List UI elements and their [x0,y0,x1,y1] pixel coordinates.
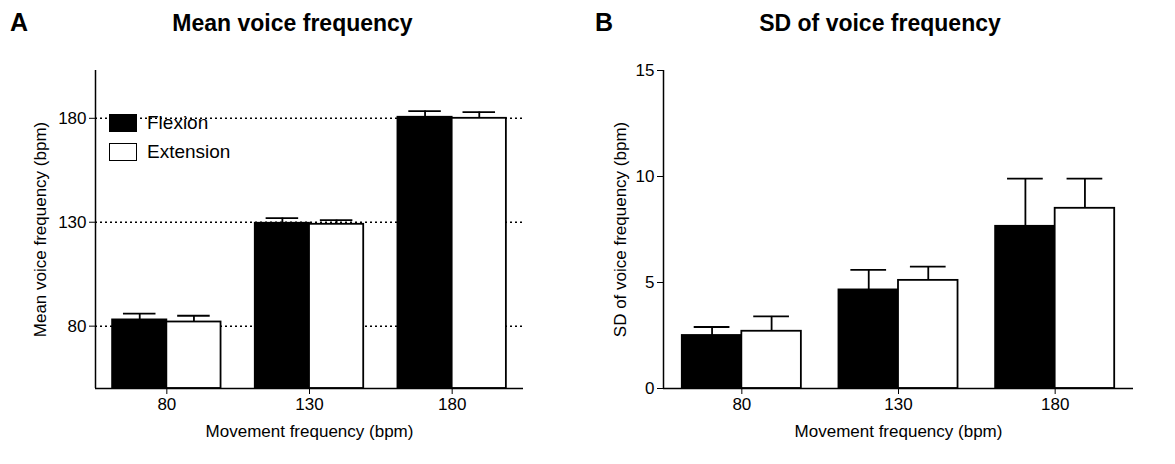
svg-text:Movement frequency (bpm): Movement frequency (bpm) [795,422,1003,441]
svg-text:SD of voice frequency (bpm): SD of voice frequency (bpm) [611,122,630,337]
svg-text:Movement frequency (bpm): Movement frequency (bpm) [206,422,414,441]
svg-text:5: 5 [645,273,654,292]
html-text:SD of voice frequency: SD of voice frequency [759,10,1001,36]
html-text:Flexion: Flexion [147,112,209,133]
html-text:B: B [595,8,614,36]
svg-text:180: 180 [58,109,86,128]
svg-text:15: 15 [636,61,655,80]
svg-text:80: 80 [68,317,87,336]
svg-text:130: 130 [884,395,912,414]
svg-text:0: 0 [645,379,654,398]
html-text:Extension: Extension [147,141,231,162]
svg-text:180: 180 [438,395,466,414]
svg-text:10: 10 [636,167,655,186]
svg-text:Mean voice frequency (bpm): Mean voice frequency (bpm) [31,122,50,337]
svg-text:80: 80 [157,395,176,414]
svg-text:130: 130 [58,213,86,232]
svg-text:180: 180 [1041,395,1069,414]
svg-text:80: 80 [732,395,751,414]
html-text:Mean voice frequency: Mean voice frequency [172,10,413,36]
svg-text:130: 130 [295,395,323,414]
html-text:A: A [10,8,29,36]
